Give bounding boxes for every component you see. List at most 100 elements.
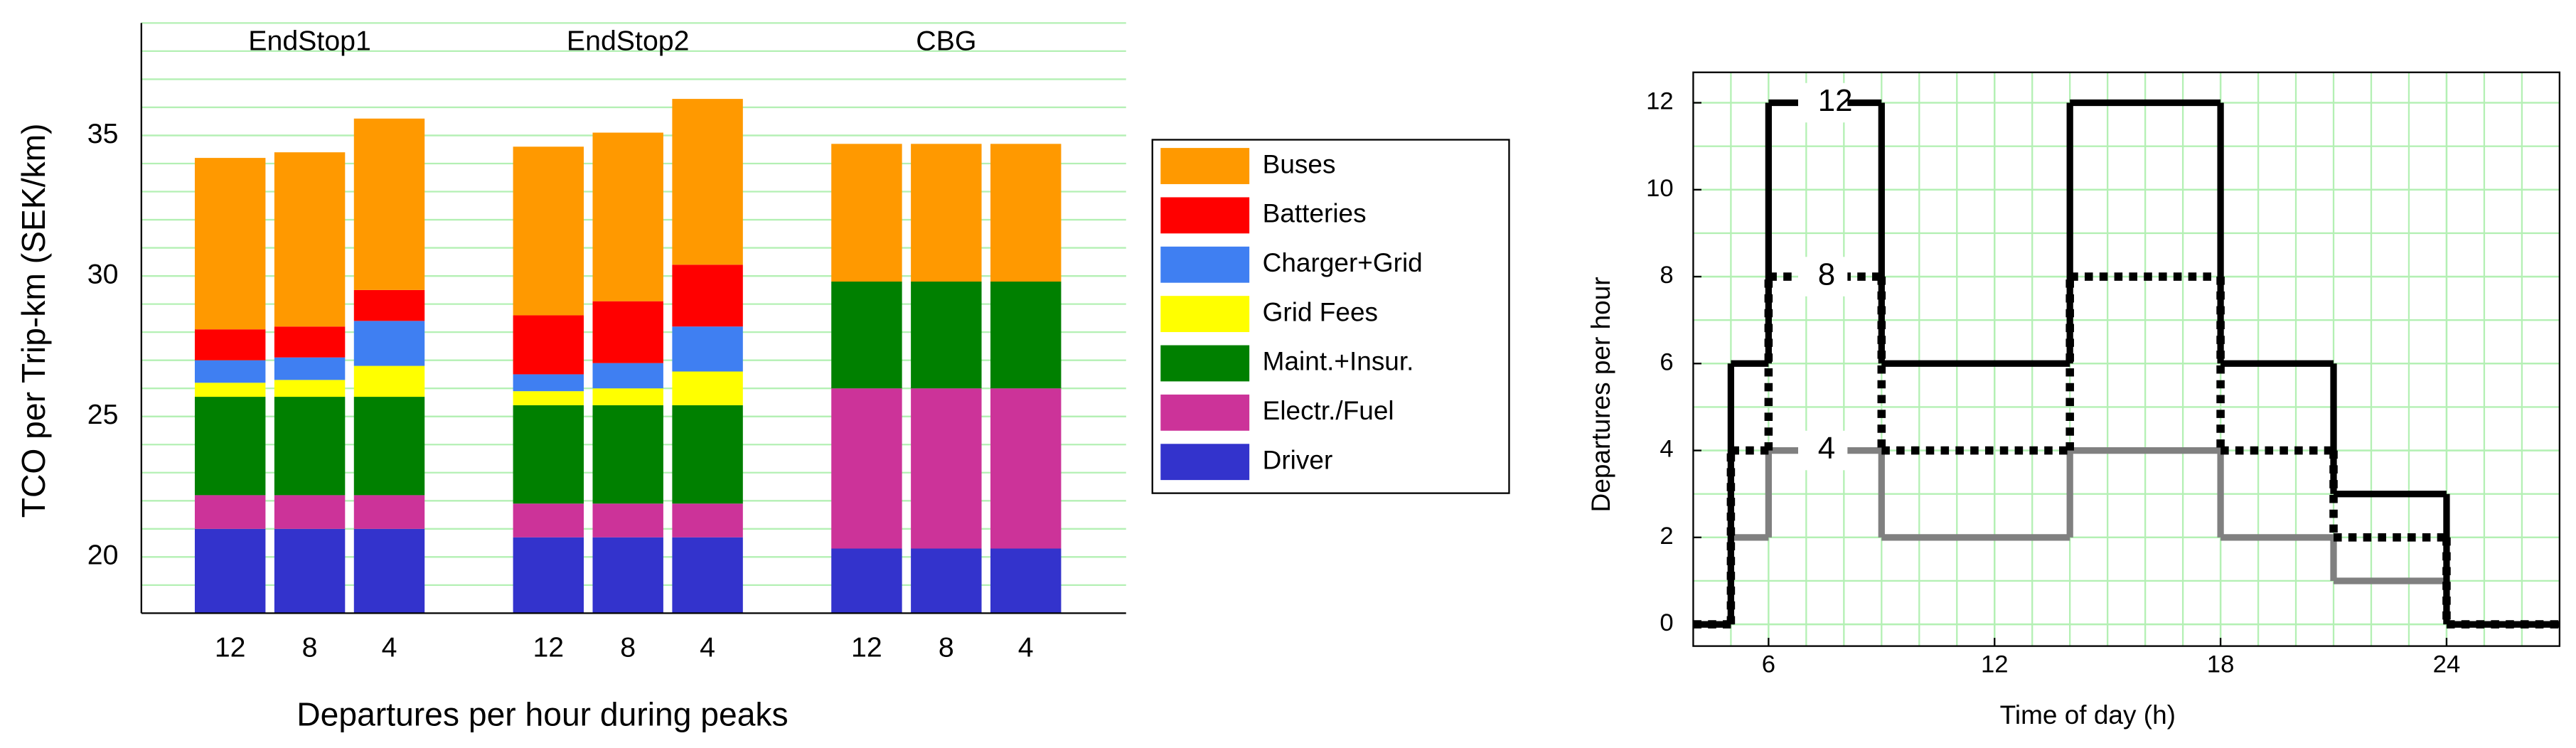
x-tick-label: 12 (1981, 651, 2009, 678)
group-label: EndStop2 (567, 25, 690, 56)
x-axis-label: Departures per hour during peaks (296, 695, 788, 732)
bar-segment (274, 357, 346, 380)
bar-segment (672, 537, 743, 614)
bar-segment (353, 397, 425, 496)
bar-segment (831, 144, 902, 282)
bar-segment (194, 329, 266, 360)
y-tick-label: 12 (1646, 88, 1674, 115)
bar-segment (831, 282, 902, 389)
bar-segment (353, 528, 425, 614)
legend-label: Batteries (1263, 199, 1367, 228)
y-tick-label: 35 (87, 118, 119, 149)
bar-segment (592, 363, 663, 389)
x-tick-label: 8 (939, 632, 954, 663)
series-label-bg (1797, 82, 1848, 123)
x-tick-label: 12 (851, 632, 882, 663)
group-label: CBG (916, 25, 976, 56)
bar-segment (513, 537, 584, 614)
bar-segment (911, 388, 982, 549)
bar-segment (194, 528, 266, 614)
x-tick-label: 4 (1018, 632, 1034, 663)
bar-segment (592, 503, 663, 538)
legend: Driver Electr./Fuel Maint.+Insur. Grid Fees… (1151, 139, 1510, 494)
legend-swatch (1160, 197, 1250, 234)
bar-segment (911, 282, 982, 389)
bar-segment (672, 503, 743, 538)
bar-segment (274, 495, 346, 529)
x-tick-label: 18 (2207, 651, 2235, 678)
bar-segment (353, 495, 425, 529)
x-tick-label: 8 (620, 632, 636, 663)
bar-segment (274, 152, 346, 327)
bar-segment (194, 495, 266, 529)
bar-segment (592, 301, 663, 363)
bar-segment (353, 321, 425, 366)
legend-label: Charger+Grid (1263, 248, 1423, 277)
y-tick-label: 0 (1660, 609, 1673, 636)
x-tick-label: 24 (2433, 651, 2461, 678)
legend-swatch (1160, 296, 1250, 333)
y-axis-label: Departures per hour (1586, 277, 1615, 512)
series-label: 12 (1818, 83, 1853, 118)
series-label: 8 (1818, 257, 1835, 292)
bar-segment (990, 388, 1062, 549)
x-tick-label: 4 (700, 632, 715, 663)
x-tick-label: 6 (1762, 651, 1775, 678)
bar-segment (274, 397, 346, 496)
legend-label: Grid Fees (1263, 297, 1378, 326)
bar-segment (513, 374, 584, 392)
legend-label: Electr./Fuel (1263, 396, 1394, 425)
y-tick-label: 4 (1660, 436, 1673, 463)
y-tick-label: 25 (87, 399, 119, 430)
bar-segment (592, 132, 663, 301)
bar-segment (672, 99, 743, 265)
legend-label: Buses (1263, 149, 1336, 178)
y-tick-label: 10 (1646, 175, 1674, 202)
x-tick-label: 12 (215, 632, 246, 663)
bar-segment (672, 405, 743, 504)
bar-segment (274, 326, 346, 358)
x-axis-label: Time of day (h) (2000, 700, 2176, 730)
bar-segment (194, 158, 266, 330)
bar-segment (990, 282, 1062, 389)
bar-segment (353, 365, 425, 397)
y-tick-label: 2 (1660, 523, 1673, 550)
bar-segment (592, 405, 663, 504)
group-label: EndStop1 (248, 25, 371, 56)
x-tick-label: 12 (533, 632, 564, 663)
bar-segment (353, 118, 425, 290)
series-label-bg (1797, 430, 1848, 471)
bar-segment (513, 146, 584, 316)
y-axis-label: TCO per Trip-km (SEK/km) (15, 123, 52, 518)
bar-segment (274, 528, 346, 614)
legend-swatch (1160, 345, 1250, 382)
bar-segment (513, 315, 584, 375)
bar-segment (672, 371, 743, 405)
legend-swatch (1160, 444, 1250, 481)
series-label: 4 (1818, 431, 1835, 466)
bar-segment (592, 537, 663, 614)
bar-segment (911, 144, 982, 282)
bar-segment (194, 360, 266, 383)
y-tick-label: 30 (87, 258, 119, 289)
y-tick-label: 6 (1660, 348, 1673, 375)
bar-segment (831, 388, 902, 549)
bar-segment (672, 265, 743, 327)
legend-swatch (1160, 246, 1250, 283)
legend-swatch (1160, 148, 1250, 184)
bar-segment (513, 503, 584, 538)
bar-segment (513, 391, 584, 405)
bar-segment (274, 380, 346, 397)
bar-segment (194, 383, 266, 397)
bar-segment (513, 405, 584, 504)
bar-segment (592, 388, 663, 405)
plot-frame (1692, 71, 2561, 647)
bar-segment (194, 397, 266, 496)
y-tick-label: 8 (1660, 262, 1673, 289)
legend-label: Maint.+Insur. (1263, 347, 1414, 376)
bar-segment (990, 144, 1062, 282)
series-label-bg (1797, 257, 1848, 296)
y-tick-label: 20 (87, 540, 119, 571)
